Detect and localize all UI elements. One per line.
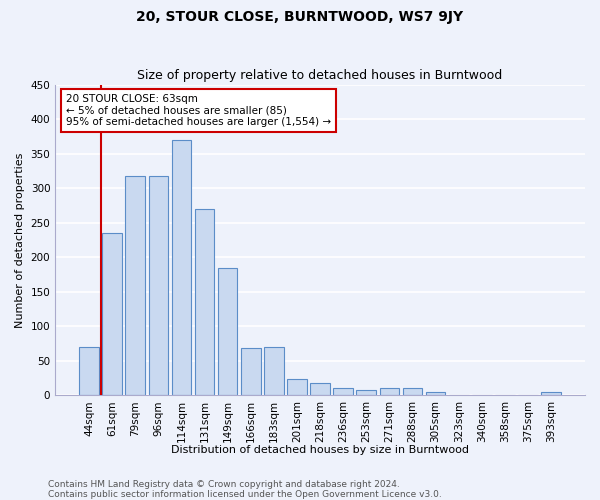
Bar xyxy=(103,233,122,395)
Bar xyxy=(264,347,284,395)
Bar xyxy=(172,140,191,395)
Bar xyxy=(541,392,561,395)
Bar xyxy=(426,392,445,395)
Text: 20 STOUR CLOSE: 63sqm
← 5% of detached houses are smaller (85)
95% of semi-detac: 20 STOUR CLOSE: 63sqm ← 5% of detached h… xyxy=(66,94,331,127)
Bar xyxy=(241,348,260,395)
Bar xyxy=(79,347,99,395)
Text: Contains HM Land Registry data © Crown copyright and database right 2024.
Contai: Contains HM Land Registry data © Crown c… xyxy=(48,480,442,499)
Bar xyxy=(334,388,353,395)
Text: 20, STOUR CLOSE, BURNTWOOD, WS7 9JY: 20, STOUR CLOSE, BURNTWOOD, WS7 9JY xyxy=(136,10,464,24)
Title: Size of property relative to detached houses in Burntwood: Size of property relative to detached ho… xyxy=(137,69,503,82)
Bar xyxy=(149,176,168,395)
X-axis label: Distribution of detached houses by size in Burntwood: Distribution of detached houses by size … xyxy=(171,445,469,455)
Bar xyxy=(195,209,214,395)
Bar xyxy=(356,390,376,395)
Bar xyxy=(287,380,307,395)
Bar xyxy=(403,388,422,395)
Y-axis label: Number of detached properties: Number of detached properties xyxy=(15,152,25,328)
Bar xyxy=(380,388,399,395)
Bar xyxy=(125,176,145,395)
Bar xyxy=(218,268,238,395)
Bar xyxy=(310,383,330,395)
